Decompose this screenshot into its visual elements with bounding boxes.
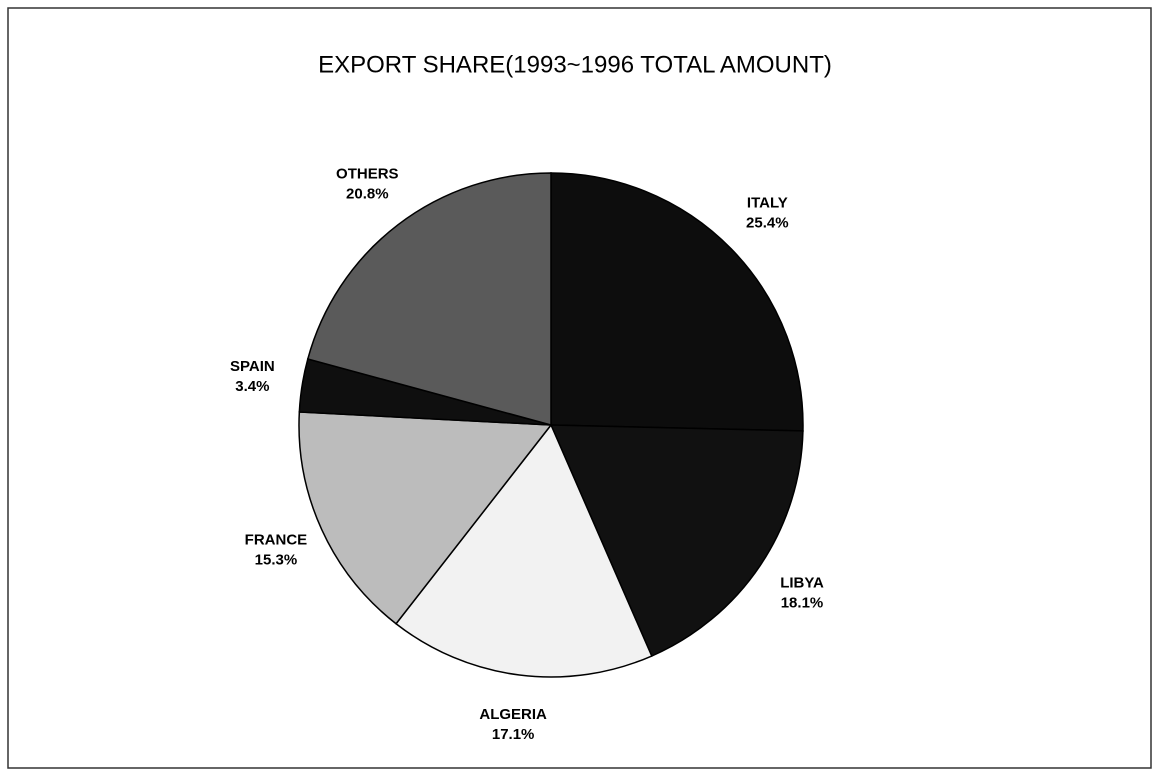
slice-value-label: 3.4% (235, 378, 269, 395)
slice-label: ALGERIA (479, 706, 547, 723)
slice-value-label: 15.3% (255, 552, 298, 569)
slice-label: FRANCE (245, 532, 308, 549)
slice-value-label: 25.4% (746, 215, 789, 232)
pie-slice (550, 172, 804, 432)
pie-slice (298, 411, 553, 625)
chart-title: EXPORT SHARE(1993~1996 TOTAL AMOUNT) (318, 51, 832, 78)
pie-slice (549, 424, 804, 657)
slice-label: SPAIN (230, 358, 275, 375)
slice-label: LIBYA (780, 575, 824, 592)
pie-slice (306, 172, 552, 426)
slice-label: OTHERS (336, 166, 399, 183)
slice-value-label: 17.1% (492, 726, 535, 743)
slice-label: ITALY (747, 195, 788, 212)
pie-slice (395, 423, 653, 678)
slice-value-label: 20.8% (346, 186, 389, 203)
slice-value-label: 18.1% (781, 595, 824, 612)
